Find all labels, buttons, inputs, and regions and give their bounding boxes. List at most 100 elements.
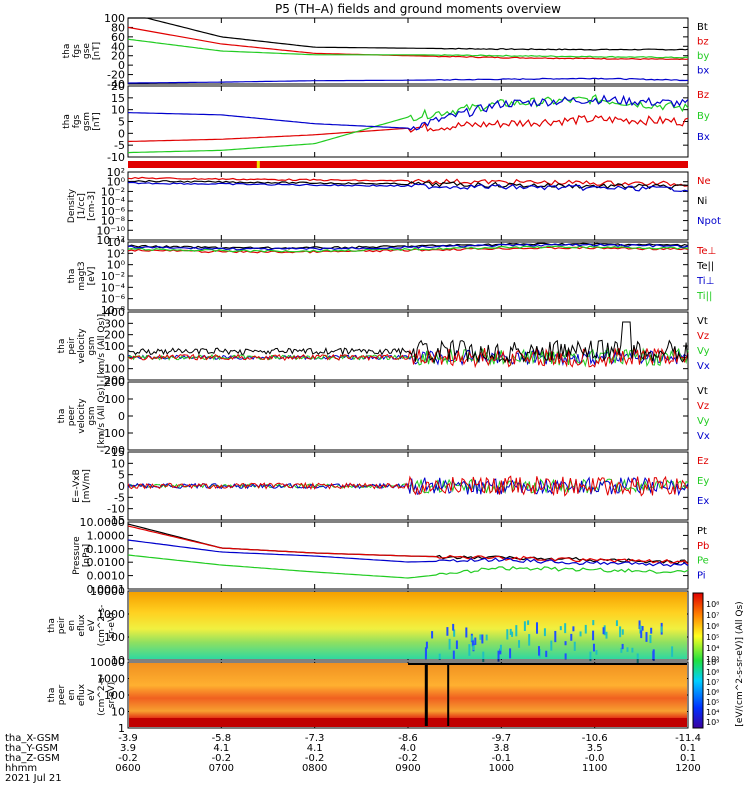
y-tick-label: 60 [111, 31, 125, 44]
y-tick-label: -100 [100, 363, 125, 376]
spectro-speck [564, 623, 567, 634]
spectro-band [129, 718, 687, 727]
spectro-speck [564, 653, 567, 660]
panel-frame [127, 17, 689, 85]
spectro-speck [453, 629, 456, 637]
quality-flag-bar [128, 161, 688, 168]
legend-By: By [697, 111, 710, 122]
spectro-speck [592, 630, 595, 641]
y-axis-label: peer [67, 405, 77, 426]
colorbar-tick: 10⁹ [706, 658, 719, 667]
spectro-speck [641, 626, 644, 631]
spectro-speck [479, 634, 482, 640]
y-tick-label: 0 [118, 59, 125, 72]
y-tick-label: 10⁻⁶ [101, 293, 126, 306]
legend-Ey: Ey [697, 476, 709, 487]
spectro-speck [455, 640, 458, 649]
y-tick-label: 10 [111, 654, 125, 667]
legend-Vx: Vx [697, 431, 710, 442]
y-axis-label: [nT] [92, 42, 102, 60]
legend-Vx: Vx [697, 361, 710, 372]
series-By [127, 94, 689, 154]
ephem-label: tha_Z-GSM [5, 753, 60, 764]
spectro-speck [652, 651, 655, 660]
y-axis-label: tha [47, 618, 57, 633]
colorbar-tick: 10⁸ [706, 668, 719, 677]
spectro-speck [452, 650, 455, 659]
y-axis-label: [1/cc] [77, 193, 87, 219]
pressure-line [127, 554, 689, 579]
ephem-value: -5.8 [212, 733, 232, 744]
spectro-speck [570, 633, 573, 641]
y-tick-label: 1000 [97, 608, 125, 621]
spectro-speck [472, 645, 475, 651]
y-tick-label: 10 [111, 104, 125, 117]
y-axis-label: [cm-3] [87, 191, 97, 221]
y-tick-label: 20 [111, 80, 125, 93]
spectro-speck [550, 640, 553, 651]
spectro-speck [564, 641, 567, 646]
ephem-value: 0700 [209, 763, 234, 774]
y-tick-label: 200 [104, 329, 125, 342]
y-tick-label: -200 [100, 374, 125, 387]
y-axis-label: [km/s (All Qs)] [97, 314, 107, 378]
ephem-value: -3.9 [118, 733, 138, 744]
y-tick-label: 0 [118, 480, 125, 493]
y-tick-label: 0.0001 [87, 583, 126, 596]
ephem-value: 0900 [395, 763, 420, 774]
y-tick-label: 10⁻⁶ [101, 205, 126, 218]
legend-Ni: Ni [697, 196, 707, 207]
spectro-speck [497, 650, 500, 662]
spectro-speck [482, 651, 485, 662]
y-tick-label: 10⁻⁴ [101, 281, 126, 294]
y-axis-label: velocity [77, 398, 87, 434]
y-tick-label: 0 [118, 410, 125, 423]
y-tick-label: 0.0100 [87, 556, 126, 569]
spectrogram [129, 663, 687, 727]
panel-electron_spectrum: 10000 1000 100 10 1 tha peer en eflux eV (cm^2-s-s… [47, 656, 689, 735]
density-line [127, 176, 689, 187]
legend-Pe: Pe [697, 556, 709, 567]
spectro-speck [621, 629, 624, 635]
legend-Ez: Ez [697, 456, 709, 467]
ephem-value: 4.0 [400, 743, 416, 754]
spectro-speck [424, 648, 427, 657]
legend-Ex: Ex [697, 496, 709, 507]
spectro-speck [425, 641, 428, 649]
ephem-value: 0600 [115, 763, 140, 774]
spectro-speck [589, 651, 592, 662]
ephem-value: -0.1 [492, 753, 512, 764]
y-axis-label: (cm^2-s- [97, 674, 107, 716]
y-tick-label: -5 [114, 491, 125, 504]
spectro-speck [523, 621, 526, 631]
y-axis-label: fgs [72, 44, 82, 58]
y-tick-label: 0 [118, 127, 125, 140]
y-tick-label: 10 [111, 706, 125, 719]
ephem-value: -7.3 [305, 733, 325, 744]
ephem-value: -0.2 [212, 753, 232, 764]
ephem-value: -0.2 [398, 753, 418, 764]
density-line [127, 181, 689, 193]
spectro-speck [431, 631, 434, 639]
y-axis-label: peir [67, 337, 77, 355]
y-axis-label: sr-eV) [107, 612, 117, 638]
series-bx [127, 77, 689, 84]
legend-by: by [697, 51, 709, 62]
spectro-speck [645, 632, 648, 642]
y-tick-label: 10000 [90, 656, 125, 669]
y-axis-label: E=-VxB [72, 469, 82, 503]
spectro-speck [506, 629, 509, 640]
ephem-label: 2021 Jul 21 [5, 773, 62, 784]
ephem-label: tha_Y-GSM [5, 743, 58, 754]
y-axis-label: gsm [87, 406, 97, 425]
legend-Te||: Te|| [696, 261, 714, 272]
spectro-edge [408, 663, 687, 665]
ephem-value: 3.5 [587, 743, 603, 754]
spectro-speck [631, 647, 634, 653]
y-tick-label: 10² [107, 166, 125, 179]
